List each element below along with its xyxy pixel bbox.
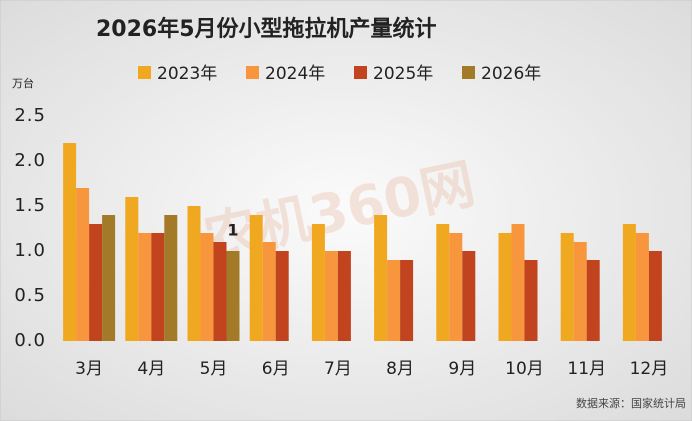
x-tick-label: 4月 [137,359,165,379]
x-tick-label: 11月 [567,359,606,379]
bar [462,251,476,341]
legend-swatch [138,66,151,79]
x-tick-label: 3月 [75,359,103,379]
bar [226,251,240,341]
legend-label: 2025年 [373,64,433,84]
bar [213,242,227,341]
bar [138,233,152,341]
y-tick-label: 2.0 [14,150,46,171]
bar [648,251,662,341]
bar [400,260,414,341]
x-tick-label: 12月 [630,359,669,379]
bar [151,233,165,341]
bar [524,260,538,341]
bar [187,206,201,341]
bar [125,197,139,341]
bar [164,215,178,341]
x-tick-label: 5月 [200,359,228,379]
bar [586,260,600,341]
bar [387,260,401,341]
x-tick-label: 8月 [386,359,414,379]
bar [573,242,587,341]
y-tick-label: 0.5 [14,285,46,306]
legend-swatch [354,66,367,79]
bar [622,224,636,341]
bar [200,233,214,341]
x-tick-label: 10月 [505,359,544,379]
bar [635,233,649,341]
bar [102,215,116,341]
bar [311,224,325,341]
bar [449,233,463,341]
legend-label: 2024年 [265,64,325,84]
chart-title: 2026年5月份小型拖拉机产量统计 [96,16,437,42]
x-tick-label: 6月 [262,359,290,379]
legend-label: 2026年 [481,64,541,84]
legend-swatch [246,66,259,79]
x-tick-label: 9月 [448,359,476,379]
y-unit: 万台 [12,76,34,90]
bar [275,251,289,341]
legend-swatch [462,66,475,79]
bar [324,251,338,341]
bar [511,224,525,341]
bar [498,233,512,341]
y-tick-label: 1.0 [14,240,46,261]
bar [262,242,276,341]
bar [76,188,90,341]
y-tick-label: 2.5 [14,105,46,126]
bar [560,233,574,341]
data-label: 1 [227,221,238,240]
bar [436,224,450,341]
x-tick-label: 7月 [324,359,352,379]
y-tick-label: 1.5 [14,195,46,216]
bar [374,215,388,341]
legend-label: 2023年 [157,64,217,84]
bar [63,143,77,341]
bar [337,251,351,341]
source: 数据来源：国家统计局 [576,396,686,410]
bar [249,215,263,341]
bar [89,224,103,341]
y-tick-label: 0.0 [14,330,46,351]
